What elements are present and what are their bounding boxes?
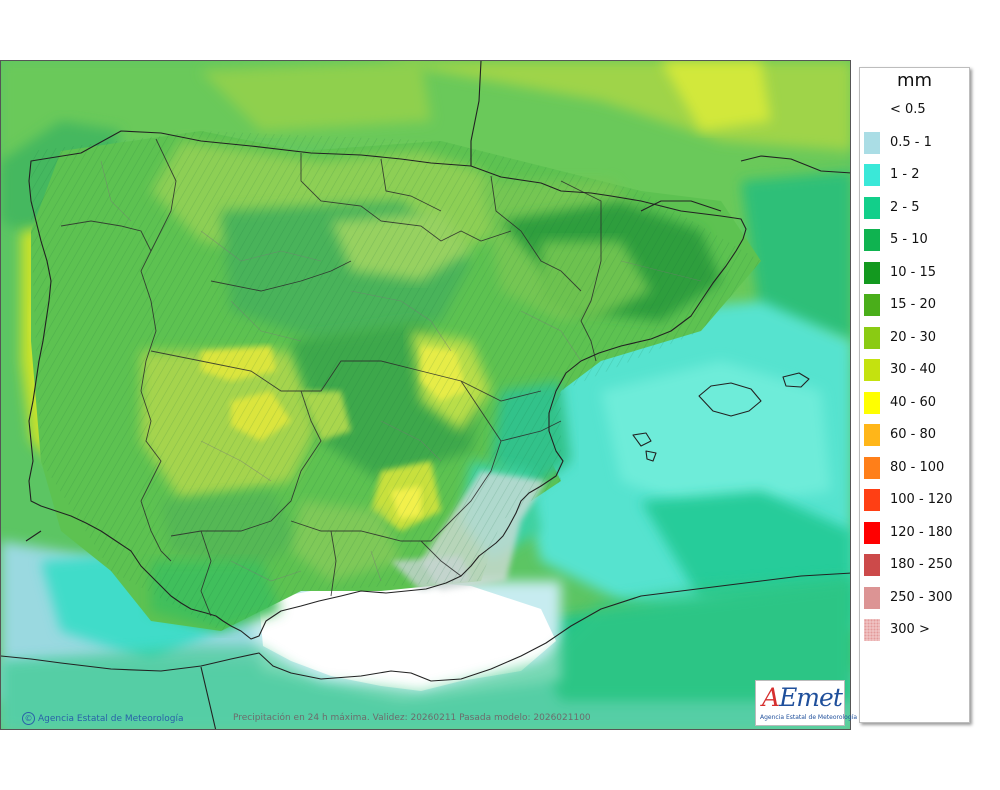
legend-item: 40 - 60 [864, 391, 968, 415]
legend-item: 120 - 180 [864, 521, 968, 545]
legend-label: 40 - 60 [890, 394, 937, 410]
legend-label: 10 - 15 [890, 264, 937, 280]
legend-item: 30 - 40 [864, 358, 968, 382]
legend-label: 30 - 40 [890, 362, 937, 377]
legend-swatch [864, 489, 880, 511]
aemet-logo: AEmet Agencia Estatal de Meteorología [755, 680, 857, 726]
legend-swatch [864, 196, 880, 219]
legend-item: 20 - 30 [864, 326, 968, 350]
legend-label: 2 - 5 [890, 199, 920, 215]
legend-label: 0.5 - 1 [890, 134, 932, 150]
legend-label: 15 - 20 [890, 297, 937, 312]
legend-item: 5 - 10 [864, 228, 968, 252]
legend-label: 300 > [890, 622, 930, 637]
legend-swatch [864, 456, 880, 479]
borders [60, 138, 602, 617]
precipitation-map [0, 60, 851, 730]
legend-item: 15 - 20 [864, 293, 968, 317]
legend-label: 80 - 100 [890, 459, 945, 475]
legend-swatch [864, 619, 880, 641]
legend-label: 60 - 80 [890, 427, 937, 442]
legend-swatch [864, 131, 880, 154]
aemet-logo-subtext: Agencia Estatal de Meteorología [760, 714, 857, 721]
legend-item: 180 - 250 [864, 553, 968, 577]
legend-swatch [864, 99, 880, 121]
precipitation-field [1, 61, 850, 729]
legend-item: 250 - 300 [864, 586, 968, 610]
legend-item: 1 - 2 [864, 163, 968, 187]
legend-item: 100 - 120 [864, 488, 968, 512]
precipitation-legend: mm < 0.5 0.5 - 1 1 - 2 2 - 5 5 - 10 10 - 15 15… [859, 67, 970, 723]
legend-item: 2 - 5 [864, 196, 968, 220]
legend-swatch [864, 164, 880, 186]
legend-swatch [864, 424, 880, 446]
map-canvas [1, 61, 850, 729]
legend-item: 10 - 15 [864, 261, 968, 285]
legend-swatch [864, 359, 880, 381]
legend-unit: mm [896, 70, 933, 91]
legend-label: 20 - 30 [890, 329, 937, 345]
legend-item: 60 - 80 [864, 423, 968, 447]
legend-label: 5 - 10 [890, 232, 928, 247]
legend-item: 80 - 100 [864, 456, 968, 480]
legend-label: 250 - 300 [890, 589, 953, 605]
legend-swatch [864, 326, 880, 349]
province-borders [100, 160, 702, 582]
legend-swatch [864, 521, 880, 544]
legend-label: 120 - 180 [890, 524, 953, 540]
legend-swatch [864, 261, 880, 284]
aemet-logo-mark: AEmet [762, 683, 843, 712]
legend-swatch [864, 294, 880, 316]
legend-swatch [864, 229, 880, 251]
legend-swatch [864, 586, 880, 609]
legend-swatch [864, 554, 880, 576]
map-caption: Precipitación en 24 h máxima. Validez: 2… [233, 713, 591, 723]
copyright-icon: © [22, 712, 35, 725]
credit-label: Agencia Estatal de Meteorología [38, 714, 184, 724]
legend-label: < 0.5 [890, 102, 926, 117]
legend-item: < 0.5 [864, 98, 968, 122]
legend-label: 1 - 2 [890, 167, 920, 182]
legend-swatch [864, 391, 880, 414]
legend-label: 100 - 120 [890, 492, 953, 507]
legend-item: 0.5 - 1 [864, 131, 968, 155]
legend-item: 300 > [864, 618, 968, 642]
credit-text: © Agencia Estatal de Meteorología [22, 712, 184, 725]
legend-label: 180 - 250 [890, 557, 953, 572]
